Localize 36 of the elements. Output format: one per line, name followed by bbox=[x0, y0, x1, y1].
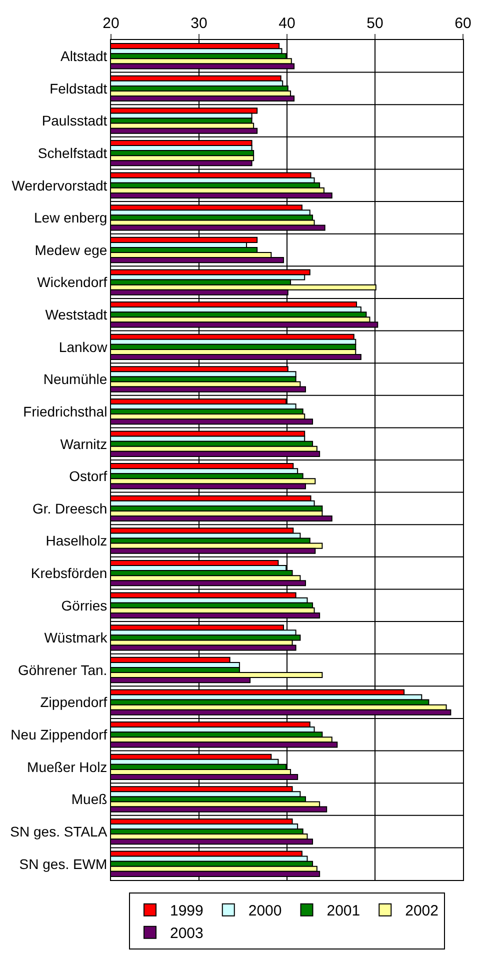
y-tick-label: Mueß bbox=[71, 791, 108, 808]
y-tick-label: SN ges. STALA bbox=[10, 823, 108, 840]
legend-label: 2001 bbox=[326, 902, 360, 920]
y-tick-label: Altstadt bbox=[60, 48, 108, 64]
x-tick-label: 60 bbox=[454, 15, 472, 32]
y-tick-label: Göhrener Tan. bbox=[18, 662, 108, 678]
x-tick-label: 40 bbox=[278, 15, 296, 32]
legend-label: 1999 bbox=[170, 902, 204, 920]
y-tick-label: Warnitz bbox=[60, 436, 108, 452]
y-tick-label: Zippendorf bbox=[40, 694, 108, 710]
x-tick-label: 30 bbox=[190, 15, 208, 32]
y-tick-label: Mueßer Holz bbox=[27, 758, 108, 775]
y-tick-label: Neumühle bbox=[43, 371, 108, 388]
y-tick-label: Werdervorstadt bbox=[12, 177, 108, 194]
legend-label: 2002 bbox=[405, 902, 438, 920]
y-tick-label: Paulsstadt bbox=[42, 112, 108, 129]
y-tick-label: Neu Zippendorf bbox=[10, 726, 108, 743]
y-tick-label: Wüstmark bbox=[44, 630, 108, 646]
legend-label: 2003 bbox=[170, 925, 204, 942]
y-tick-label: Wickendorf bbox=[37, 274, 108, 290]
y-tick-label: Krebsförden bbox=[30, 564, 108, 581]
y-tick-label: Lew enberg bbox=[34, 210, 108, 226]
y-tick-label: Medew ege bbox=[34, 242, 108, 258]
y-tick-label: Görries bbox=[61, 597, 108, 614]
legend-label: 2000 bbox=[248, 902, 282, 920]
y-tick-label: Haselholz bbox=[46, 532, 108, 549]
y-tick-label: Feldstadt bbox=[50, 80, 108, 96]
x-tick-label: 20 bbox=[102, 15, 120, 32]
y-tick-label: Weststadt bbox=[45, 306, 108, 323]
y-tick-label: Gr. Dreesch bbox=[32, 500, 108, 516]
y-tick-label: Friedrichsthal bbox=[23, 403, 108, 420]
y-tick-label: Schelfstadt bbox=[38, 144, 108, 161]
y-tick-label: Ostorf bbox=[69, 468, 108, 484]
x-tick-label: 50 bbox=[366, 15, 384, 32]
y-tick-label: SN ges. EWM bbox=[19, 856, 108, 872]
y-tick-label: Lankow bbox=[58, 338, 108, 355]
